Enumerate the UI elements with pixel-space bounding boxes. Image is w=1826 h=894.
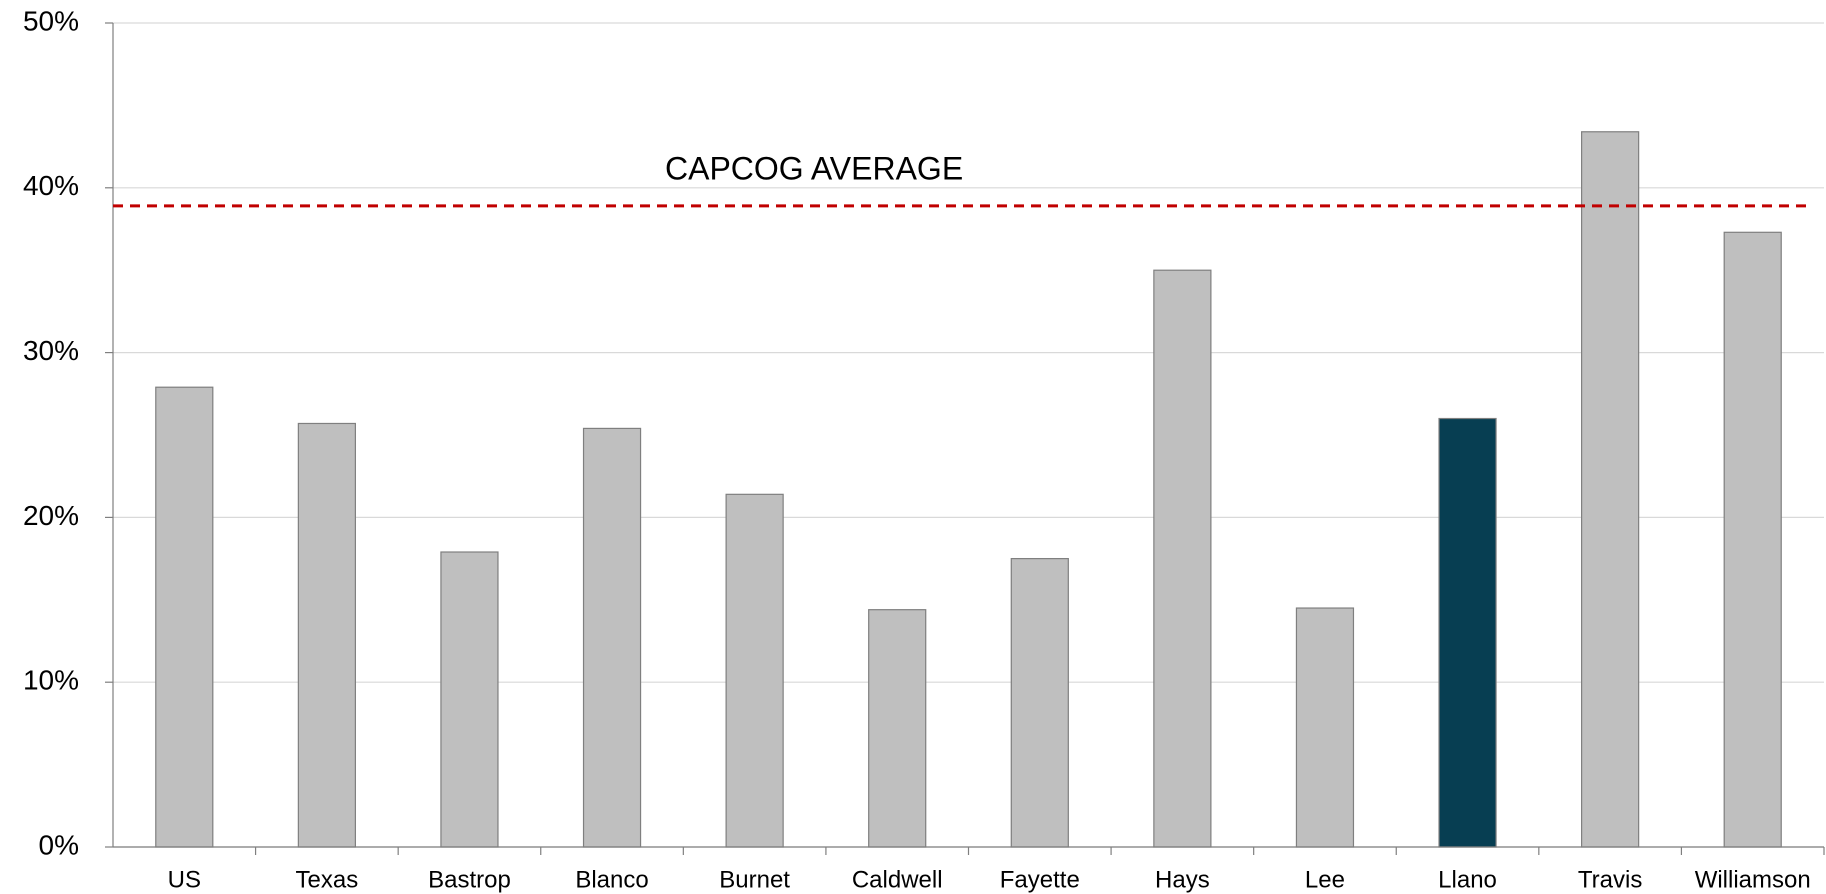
y-tick-label: 40% [23,170,79,201]
y-tick-label: 50% [23,5,79,36]
bar [1723,231,1782,848]
x-tick-label: Bastrop [428,866,511,893]
y-tick-label: 30% [23,335,79,366]
x-tick-label: Williamson [1695,866,1811,893]
bar [582,427,642,848]
x-tick-label: Fayette [1000,866,1080,893]
x-tick-label: Lee [1305,866,1345,893]
x-tick-label: Llano [1438,866,1497,893]
bar [1010,557,1069,848]
reference-label: CAPCOG AVERAGE [665,150,963,186]
bar [1153,269,1212,848]
bar [297,422,356,848]
y-tick-label: 10% [23,665,79,696]
x-tick-label: Burnet [719,866,790,893]
x-tick-label: Caldwell [852,866,943,893]
x-tick-label: Blanco [575,866,648,893]
x-tick-label: Travis [1578,866,1642,893]
x-tick-label: US [168,866,201,893]
y-tick-label: 20% [23,500,79,531]
bar [155,386,214,848]
bar [1581,131,1640,848]
bar [1295,607,1355,848]
x-tick-label: Hays [1155,866,1210,893]
bar [1438,417,1497,848]
x-tick-label: Texas [296,866,359,893]
y-tick-label: 0% [39,829,79,860]
bar [725,493,784,848]
bar [868,609,927,848]
bar [440,551,499,848]
